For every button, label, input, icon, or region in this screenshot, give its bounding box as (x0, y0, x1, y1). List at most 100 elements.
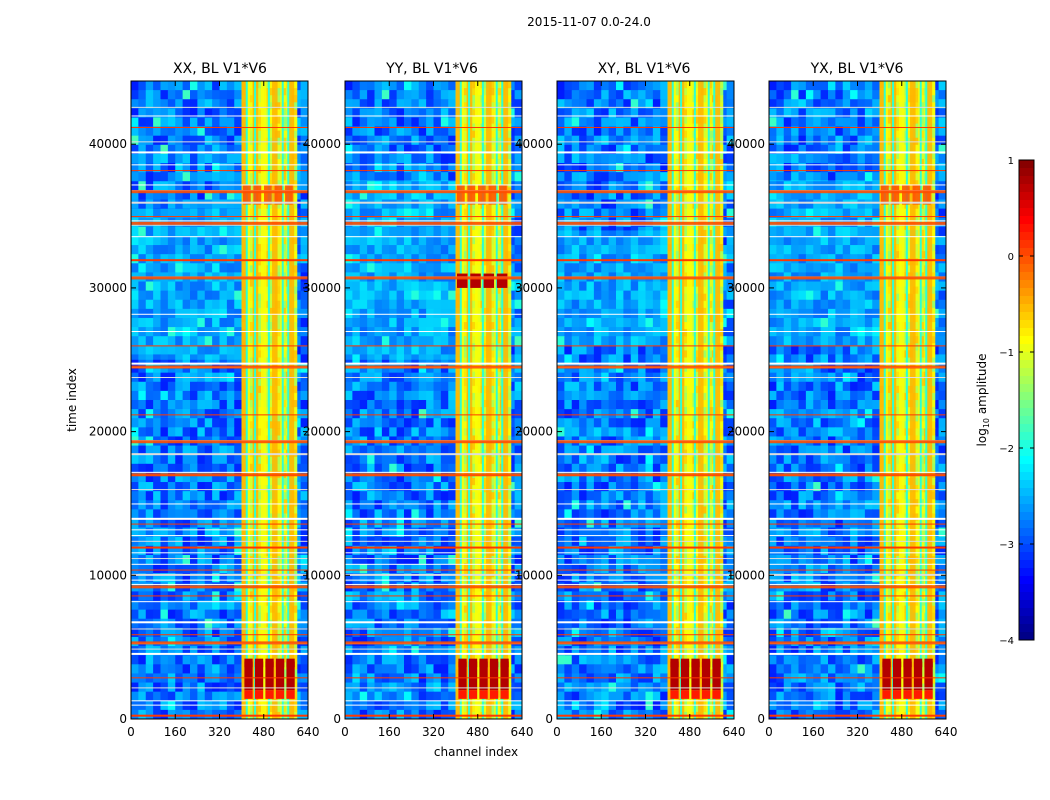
heatmap-cell (226, 108, 235, 119)
heatmap-cell (131, 609, 139, 620)
heatmap-cell (153, 409, 162, 419)
heatmap-cell (175, 491, 184, 501)
heatmap-cell (212, 299, 221, 310)
flagged-row (345, 276, 522, 280)
heatmap-cell (564, 235, 573, 246)
heatmap-cell (381, 609, 390, 620)
rfi-cell (247, 222, 254, 231)
rfi-cell (477, 81, 484, 89)
red-block (468, 690, 478, 699)
heatmap-cell (145, 263, 154, 273)
heatmap-cell (418, 317, 427, 328)
heatmap-cell (404, 308, 412, 319)
heatmap-cell (212, 491, 221, 501)
heatmap-cell (557, 163, 565, 173)
heatmap-cell (219, 172, 228, 182)
rfi-cell (247, 229, 254, 238)
heatmap-cell (616, 153, 624, 164)
heatmap-cell (300, 144, 308, 155)
heatmap-cell (345, 445, 353, 456)
heatmap-cell (138, 691, 147, 702)
heatmap-cell (359, 491, 368, 501)
heatmap-cell (381, 108, 390, 119)
heatmap-cell (448, 418, 457, 428)
heatmap-cell (367, 609, 376, 620)
heatmap-cell (440, 491, 449, 501)
rfi-cell (247, 350, 254, 358)
rfi-cell (263, 648, 270, 656)
heatmap-cell (579, 263, 588, 273)
heatmap-cell (153, 226, 162, 237)
heatmap-cell (300, 664, 308, 675)
rfi-cell (477, 357, 484, 365)
heatmap-cell (514, 235, 522, 246)
heatmap-cell (381, 208, 390, 219)
heatmap-cell (593, 208, 602, 219)
heatmap-cell (623, 336, 632, 346)
rfi-cell (247, 456, 254, 465)
heatmap-cell (175, 427, 184, 438)
heatmap-cell (212, 235, 221, 246)
heatmap-cell (352, 509, 361, 520)
heatmap-cell (586, 245, 595, 255)
heatmap-cell (182, 190, 191, 201)
heatmap-cell (345, 108, 353, 119)
heatmap-cell (190, 254, 198, 264)
heatmap-cell (411, 144, 420, 155)
heatmap-cell (160, 527, 169, 538)
rfi-cell (274, 499, 281, 507)
flagged-row (131, 489, 308, 491)
heatmap-cell (153, 199, 162, 210)
heatmap-cell (234, 518, 243, 529)
heatmap-cell (212, 518, 221, 529)
heatmap-cell (300, 354, 308, 365)
heatmap-cell (571, 135, 580, 146)
heatmap-cell (234, 226, 243, 237)
heatmap-cell (514, 299, 522, 310)
heatmap-cell (190, 491, 198, 501)
heatmap-cell (616, 163, 624, 173)
heatmap-cell (514, 135, 522, 146)
flagged-row (131, 652, 308, 655)
rfi-cell (477, 598, 484, 606)
heatmap-cell (234, 245, 243, 255)
rfi-cell (263, 279, 270, 287)
rfi-cell (461, 166, 468, 174)
rfi-cell (263, 499, 270, 507)
rfi-cell (488, 400, 495, 408)
heatmap-cell (138, 618, 147, 629)
rfi-cell (263, 173, 270, 181)
heatmap-cell (593, 281, 602, 292)
flagged-row (345, 190, 522, 194)
heatmap-cell (593, 181, 602, 191)
heatmap-cell (426, 454, 435, 465)
rfi-cell (477, 513, 484, 521)
rfi-cell (477, 329, 484, 337)
heatmap-cell (131, 664, 139, 675)
heatmap-cell (586, 135, 595, 146)
rfi-cell (488, 555, 495, 564)
heatmap-cell (623, 199, 632, 210)
heatmap-cell (175, 381, 184, 392)
heatmap-cell (167, 135, 176, 146)
heatmap-cell (557, 181, 565, 191)
heatmap-cell (571, 117, 580, 128)
heatmap-cell (175, 409, 184, 419)
heatmap-cell (138, 172, 147, 182)
heatmap-cell (616, 254, 624, 264)
heatmap-cell (153, 190, 162, 201)
heatmap-cell (212, 108, 221, 119)
heatmap-cell (204, 618, 213, 629)
heatmap-cell (396, 627, 405, 638)
flagged-row (345, 517, 522, 520)
rfi-cell (247, 329, 254, 337)
heatmap-cell (374, 153, 383, 164)
heatmap-cell (433, 354, 442, 365)
heatmap-cell (586, 144, 595, 155)
heatmap-cell (608, 144, 617, 155)
rfi-cell (247, 236, 254, 245)
heatmap-cell (153, 491, 162, 501)
rfi-cell (461, 435, 468, 443)
heatmap-cell (160, 336, 169, 346)
heatmap-cell (160, 281, 169, 292)
